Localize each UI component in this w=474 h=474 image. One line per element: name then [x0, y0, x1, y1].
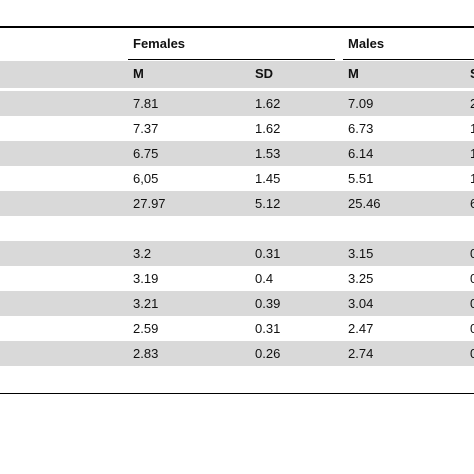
cell: 0: [470, 296, 474, 311]
cell: 6.73: [348, 121, 374, 136]
column-header: SD: [255, 66, 274, 81]
row-band: [0, 91, 474, 116]
cell: 3.2: [133, 246, 152, 261]
cell: 25.46: [348, 196, 381, 211]
cell: 3.15: [348, 246, 374, 261]
cell: 5.51: [348, 171, 374, 186]
cell: 0.26: [255, 346, 281, 361]
cell: 0: [470, 321, 474, 336]
cell: 7.37: [133, 121, 159, 136]
cell: 0.31: [255, 321, 281, 336]
cell: 0.4: [255, 271, 274, 286]
cell: 6.75: [133, 146, 159, 161]
column-header: S: [470, 66, 474, 81]
cell: 1: [470, 121, 474, 136]
cell: 0.39: [255, 296, 281, 311]
cell: 0: [470, 246, 474, 261]
row-band: [0, 291, 474, 316]
cell: 7.09: [348, 96, 374, 111]
cell: 27.97: [133, 196, 166, 211]
cell: 2.74: [348, 346, 374, 361]
cell: 3.25: [348, 271, 374, 286]
cell: 7.81: [133, 96, 159, 111]
top-rule: [0, 26, 474, 28]
cell: 6.14: [348, 146, 374, 161]
header-band: [0, 61, 474, 88]
cell: 6: [470, 196, 474, 211]
cell: 2.83: [133, 346, 159, 361]
group-header: Males: [348, 36, 385, 51]
cell: 0: [470, 346, 474, 361]
row-band: [0, 141, 474, 166]
bottom-rule: [0, 393, 474, 394]
group-rule: [343, 59, 474, 60]
row-band: [0, 341, 474, 366]
cell: 0.31: [255, 246, 281, 261]
cell: 2.47: [348, 321, 374, 336]
group-header: Females: [133, 36, 186, 51]
cell: 5.12: [255, 196, 281, 211]
cell: 2: [470, 96, 474, 111]
cell: 1.45: [255, 171, 281, 186]
cell: 1: [470, 171, 474, 186]
cell: 1.62: [255, 96, 281, 111]
column-header: M: [348, 66, 359, 81]
cell: 1: [470, 146, 474, 161]
group-rule: [128, 59, 335, 60]
cell: 3.19: [133, 271, 159, 286]
cell: 3.21: [133, 296, 159, 311]
cell: 1.62: [255, 121, 281, 136]
cell: 0: [470, 271, 474, 286]
row-band: [0, 191, 474, 216]
cell: 1.53: [255, 146, 281, 161]
cell: 3.04: [348, 296, 374, 311]
column-header: M: [133, 66, 144, 81]
cell: 2.59: [133, 321, 159, 336]
cell: 6,05: [133, 171, 159, 186]
row-band: [0, 241, 474, 266]
